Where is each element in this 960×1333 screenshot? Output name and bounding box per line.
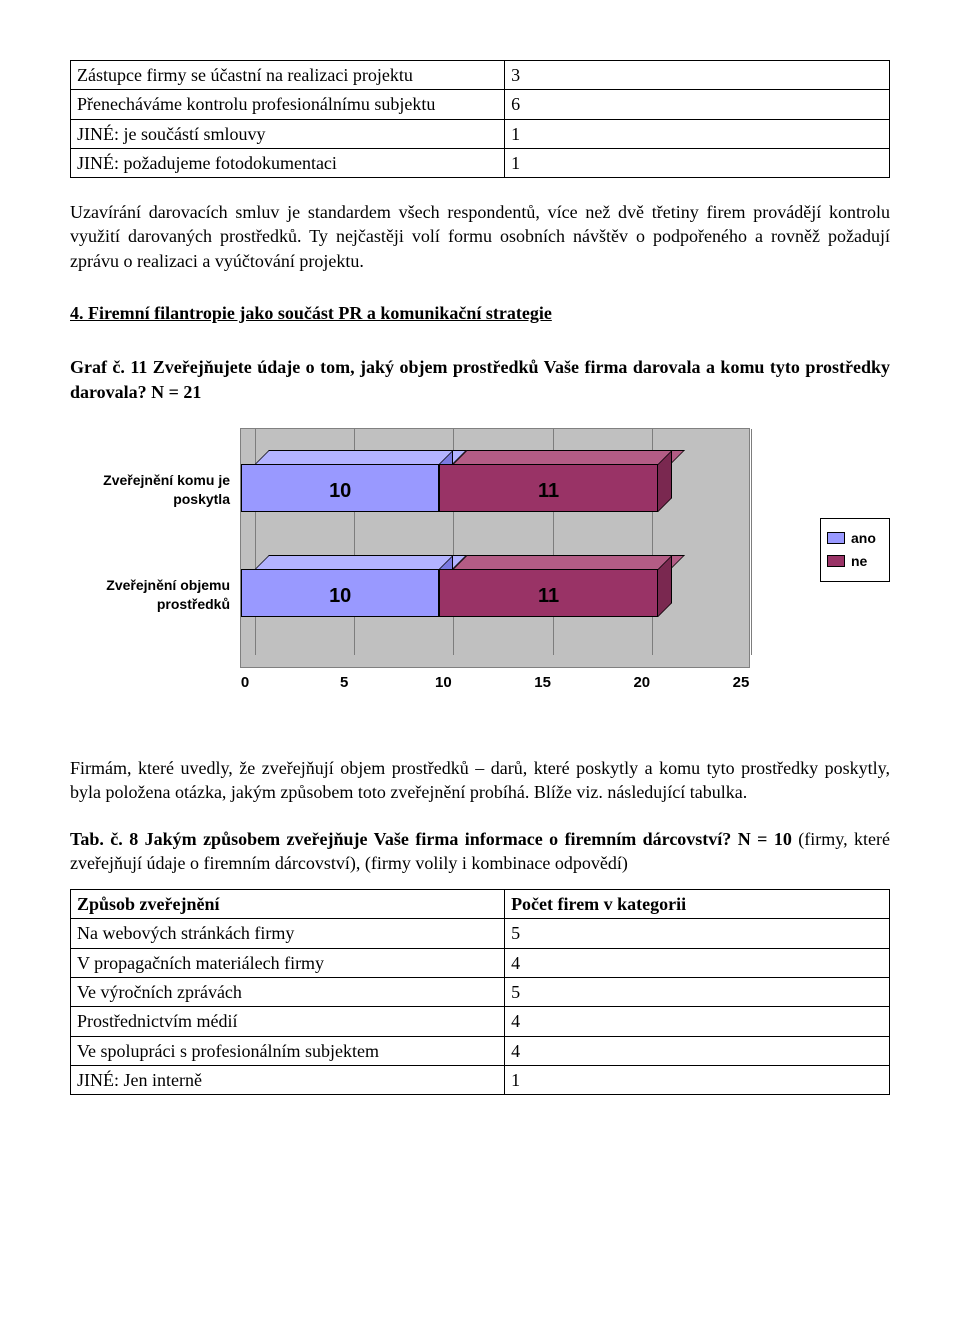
chart-value-label: 11 — [534, 583, 564, 610]
cell-count: 4 — [505, 1036, 890, 1065]
cell-label: JINÉ: Jen interně — [71, 1065, 505, 1094]
table-row: JINÉ: Jen interně1 — [71, 1065, 890, 1094]
header-left: Způsob zveřejnění — [71, 890, 505, 919]
chart-xtick: 25 — [726, 673, 756, 693]
legend-swatch — [827, 555, 845, 567]
table-row: Ve výročních zprávách5 — [71, 978, 890, 1007]
cell-count: 1 — [505, 1065, 890, 1094]
table-publication-methods: Způsob zveřejnění Počet firem v kategori… — [70, 889, 890, 1095]
table-header-row: Způsob zveřejnění Počet firem v kategori… — [71, 890, 890, 919]
table-row: V propagačních materiálech firmy4 — [71, 948, 890, 977]
chart-xtick: 10 — [428, 673, 458, 693]
chart-xtick: 20 — [627, 673, 657, 693]
table-row: Prostřednictvím médií4 — [71, 1007, 890, 1036]
legend-item-ne: ne — [827, 552, 883, 571]
cell-label: JINÉ: požadujeme fotodokumentaci — [71, 148, 505, 177]
cell-label: Ve spolupráci s profesionálním subjektem — [71, 1036, 505, 1065]
legend-swatch — [827, 532, 845, 544]
legend-label: ne — [851, 552, 867, 571]
paragraph-summary-2: Firmám, které uvedly, že zveřejňují obje… — [70, 756, 890, 805]
cell-count: 6 — [505, 90, 890, 119]
cell-label: V propagačních materiálech firmy — [71, 948, 505, 977]
cell-label: JINÉ: je součástí smlouvy — [71, 119, 505, 148]
chart-xtick: 15 — [528, 673, 558, 693]
chart-title: Graf č. 11 Zveřejňujete údaje o tom, jak… — [70, 355, 890, 404]
cell-count: 5 — [505, 978, 890, 1007]
cell-count: 1 — [505, 119, 890, 148]
chart-value-label: 10 — [325, 478, 355, 505]
table-row: Zástupce firmy se účastní na realizaci p… — [71, 61, 890, 90]
cell-label: Prostřednictvím médií — [71, 1007, 505, 1036]
chart-category-label: Zveřejnění objemu prostředků — [70, 576, 230, 614]
legend-item-ano: ano — [827, 529, 883, 548]
table-row: JINÉ: je součástí smlouvy 1 — [71, 119, 890, 148]
chart-value-label: 11 — [534, 478, 564, 505]
header-right: Počet firem v kategorii — [505, 890, 890, 919]
cell-count: 5 — [505, 919, 890, 948]
table-control-methods: Zástupce firmy se účastní na realizaci p… — [70, 60, 890, 178]
table-row: JINÉ: požadujeme fotodokumentaci 1 — [71, 148, 890, 177]
table8-title-bold: Tab. č. 8 Jakým způsobem zveřejňuje Vaše… — [70, 829, 792, 849]
cell-label: Přenecháváme kontrolu profesionálnímu su… — [71, 90, 505, 119]
cell-label: Na webových stránkách firmy — [71, 919, 505, 948]
section-heading-4: 4. Firemní filantropie jako součást PR a… — [70, 301, 890, 325]
table-row: Ve spolupráci s profesionálním subjektem… — [71, 1036, 890, 1065]
cell-count: 1 — [505, 148, 890, 177]
legend-label: ano — [851, 529, 876, 548]
cell-count: 4 — [505, 948, 890, 977]
cell-count: 3 — [505, 61, 890, 90]
cell-label: Zástupce firmy se účastní na realizaci p… — [71, 61, 505, 90]
cell-count: 4 — [505, 1007, 890, 1036]
chart-value-label: 10 — [325, 583, 355, 610]
table8-title: Tab. č. 8 Jakým způsobem zveřejňuje Vaše… — [70, 827, 890, 876]
table-row: Na webových stránkách firmy5 — [71, 919, 890, 948]
chart-xtick: 0 — [230, 673, 260, 693]
paragraph-summary-1: Uzavírání darovacích smluv je standardem… — [70, 200, 890, 273]
chart-legend: ano ne — [820, 518, 890, 582]
table-row: Přenecháváme kontrolu profesionálnímu su… — [71, 90, 890, 119]
chart-graf-11: 10 11 10 11 Zveřejnění komu je poskytla Zveře… — [70, 428, 890, 728]
cell-label: Ve výročních zprávách — [71, 978, 505, 1007]
chart-category-label: Zveřejnění komu je poskytla — [70, 471, 230, 509]
chart-xtick: 5 — [329, 673, 359, 693]
